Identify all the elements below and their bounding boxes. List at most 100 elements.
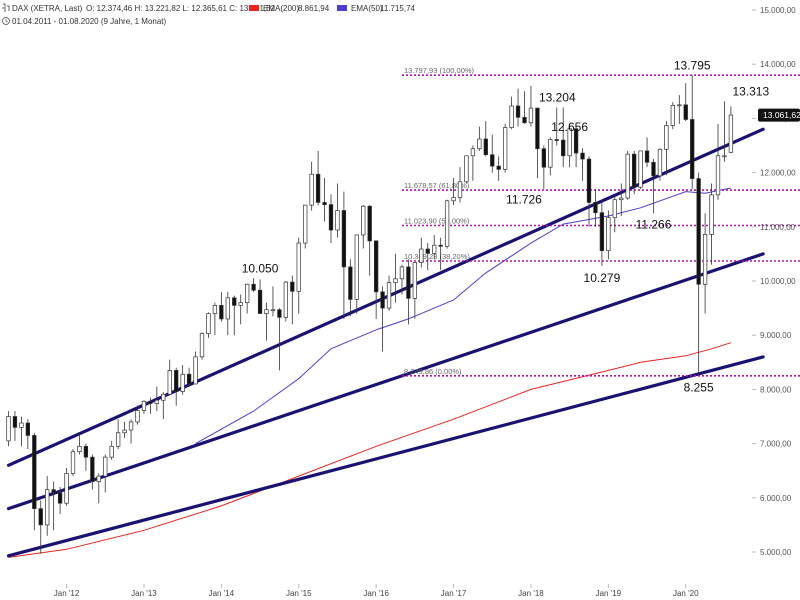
fib-level-label: 10.369,23 (38,20%) bbox=[404, 252, 470, 261]
candle bbox=[115, 419, 121, 450]
candle-body-up bbox=[722, 155, 727, 158]
candle bbox=[277, 308, 282, 371]
candle bbox=[541, 145, 546, 189]
candle-body-down bbox=[541, 148, 546, 168]
candle bbox=[51, 481, 56, 531]
candle bbox=[128, 419, 134, 444]
chart-symbol-icon bbox=[2, 3, 10, 12]
ema200-legend-value: 8.861,94 bbox=[298, 4, 330, 13]
candle-body-down bbox=[586, 158, 592, 203]
candle-body-up bbox=[386, 282, 392, 309]
candle bbox=[219, 291, 224, 322]
candle bbox=[270, 286, 276, 317]
candle-body-down bbox=[219, 305, 224, 320]
candle bbox=[728, 106, 734, 153]
candle-body-up bbox=[399, 266, 405, 280]
candle bbox=[457, 167, 463, 203]
candle-body-up bbox=[361, 205, 366, 236]
x-tick-label: Jan '15 bbox=[286, 589, 312, 598]
candle bbox=[406, 259, 411, 325]
candle bbox=[109, 440, 114, 460]
candle-body-up bbox=[96, 475, 101, 482]
candle-body-down bbox=[257, 289, 263, 314]
candle bbox=[657, 148, 663, 181]
candle-body-down bbox=[522, 116, 527, 124]
y-tick-label: 15.000,00 bbox=[760, 6, 796, 15]
candle-body-down bbox=[32, 435, 37, 509]
candle-body-up bbox=[638, 150, 643, 188]
x-tick-label: Jan '14 bbox=[209, 589, 235, 598]
candle-body-up bbox=[670, 105, 675, 126]
candle bbox=[631, 150, 637, 195]
candle bbox=[696, 172, 701, 376]
price-annotation: 12.656 bbox=[551, 120, 588, 134]
candle bbox=[677, 95, 682, 124]
candle-body-up bbox=[109, 445, 114, 458]
candle-body-up bbox=[444, 200, 450, 247]
x-tick-label: Jan '13 bbox=[131, 589, 157, 598]
candle-body-up bbox=[702, 234, 708, 285]
candle bbox=[341, 191, 347, 319]
price-annotation: 10.050 bbox=[242, 261, 279, 275]
candle bbox=[715, 123, 721, 200]
candle bbox=[509, 96, 514, 130]
candle bbox=[438, 237, 443, 271]
candle-body-down bbox=[631, 153, 637, 188]
y-tick-label: 6.000,00 bbox=[760, 494, 792, 503]
clock-icon bbox=[2, 17, 10, 25]
candle-body-up bbox=[264, 309, 269, 314]
candle bbox=[303, 204, 308, 249]
candle-body-up bbox=[122, 429, 127, 434]
candle-body-down bbox=[367, 205, 372, 242]
candle bbox=[380, 286, 385, 352]
candle-body-down bbox=[232, 297, 237, 306]
candle-body-up bbox=[432, 244, 437, 254]
candle-body-up bbox=[709, 194, 714, 235]
y-tick-label: 10.000,00 bbox=[760, 277, 796, 286]
trendline-3 bbox=[6, 355, 765, 558]
last-price-badge: 13.061,62 bbox=[758, 108, 800, 122]
candle bbox=[702, 213, 708, 314]
candle bbox=[432, 234, 437, 260]
candle bbox=[206, 312, 211, 338]
candle-body-up bbox=[412, 262, 417, 299]
candle bbox=[309, 161, 314, 211]
candle bbox=[77, 432, 82, 455]
candle-body-down bbox=[496, 165, 501, 170]
candle bbox=[322, 178, 327, 222]
candle-body-down bbox=[328, 204, 334, 231]
date-range-label: 01.04.2011 - 01.08.2020 (9 Jahre, 1 Mona… bbox=[12, 17, 167, 26]
fib-level-label: 11.678,57 (61,80%) bbox=[404, 181, 470, 190]
symbol-label: DAX (XETRA, Last) bbox=[12, 4, 83, 13]
candle-body-up bbox=[167, 370, 172, 395]
x-tick-label: Jan '19 bbox=[596, 589, 622, 598]
candle-body-down bbox=[515, 105, 521, 118]
candle bbox=[664, 121, 669, 176]
candle bbox=[354, 234, 359, 314]
candle bbox=[496, 156, 501, 181]
candle-body-up bbox=[393, 278, 398, 283]
candle bbox=[238, 294, 243, 325]
candle-body-down bbox=[561, 139, 566, 157]
candle-body-up bbox=[309, 173, 314, 206]
candle-body-down bbox=[406, 266, 411, 299]
candle-body-down bbox=[573, 128, 579, 154]
candle bbox=[638, 150, 643, 189]
candle bbox=[535, 107, 540, 179]
candle-body-down bbox=[599, 212, 605, 251]
candle bbox=[651, 159, 656, 214]
candle bbox=[586, 156, 592, 227]
candle bbox=[670, 102, 675, 130]
candle bbox=[386, 275, 392, 311]
candle-body-up bbox=[664, 125, 669, 150]
y-tick-label: 8.000,00 bbox=[760, 385, 792, 394]
candle bbox=[45, 476, 50, 536]
price-annotation: 10.279 bbox=[584, 271, 621, 285]
candle-body-down bbox=[690, 119, 695, 179]
candle bbox=[548, 137, 553, 176]
candle-body-up bbox=[457, 181, 463, 198]
candle-body-up bbox=[238, 302, 243, 306]
candle-body-up bbox=[477, 138, 482, 150]
candle-body-up bbox=[715, 155, 721, 196]
candle-body-up bbox=[245, 283, 250, 304]
